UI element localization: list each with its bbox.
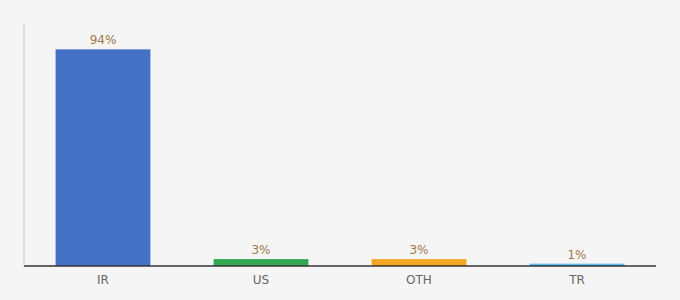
data-label: 3% — [409, 243, 428, 257]
x-tick-label: IR — [97, 273, 109, 287]
y-axis — [24, 24, 25, 266]
data-label: 3% — [251, 243, 270, 257]
x-axis — [24, 265, 656, 267]
data-label: 1% — [567, 248, 586, 262]
chart-container: IR US OTH TR 94% 3% 3% 1% — [0, 0, 680, 300]
x-tick-label: OTH — [406, 273, 432, 287]
x-tick-label: TR — [568, 273, 585, 287]
data-label: 94% — [90, 33, 117, 47]
chart: IR US OTH TR 94% 3% 3% 1% — [0, 0, 680, 300]
bar — [372, 259, 467, 266]
bar — [214, 259, 309, 266]
bars — [56, 49, 625, 266]
x-tick-label: US — [253, 273, 269, 287]
bar — [56, 49, 151, 266]
